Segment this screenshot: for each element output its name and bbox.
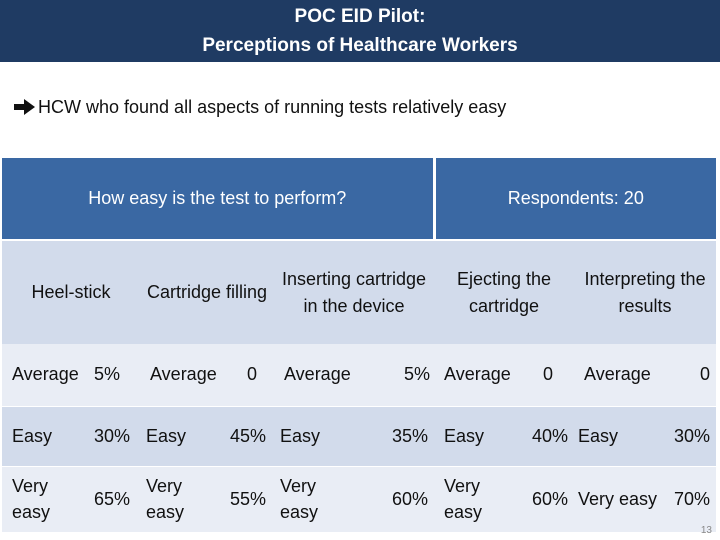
column-header: Heel-stick (2, 240, 140, 344)
cell-value: 65% (92, 465, 140, 532)
cell-label: Very easy (274, 465, 370, 532)
cell-value: 0 (520, 344, 575, 406)
column-header-row: Heel-stick Cartridge filling Inserting c… (2, 240, 717, 344)
cell-label-text: Very easy (444, 476, 483, 523)
cell-label-text: Very easy (12, 476, 51, 523)
cell-value: 45% (228, 405, 274, 466)
cell-label-text: Very easy (146, 476, 185, 523)
cell-label: Easy (2, 405, 92, 466)
cell-label: Very easy (574, 465, 667, 532)
cell-label: Easy (574, 405, 667, 466)
column-header: Cartridge filling (140, 240, 274, 344)
cell-label: Average (2, 344, 92, 406)
cell-value: 55% (228, 465, 274, 532)
cell-label: Average (574, 344, 667, 406)
bullet-point: HCW who found all aspects of running tes… (14, 94, 506, 120)
slide-title-line-1: POC EID Pilot: (294, 6, 426, 27)
column-header: Ejecting the cartridge (434, 240, 575, 344)
cell-label: Easy (140, 405, 228, 466)
cell-value: 0 (228, 344, 274, 406)
respondents-header: Respondents: 20 (434, 158, 717, 241)
slide-title: POC EID Pilot: Perceptions of Healthcare… (0, 0, 720, 62)
cell-label: Easy (274, 405, 370, 466)
cell-value: 70% (666, 465, 717, 532)
page-number: 13 (700, 525, 712, 536)
cell-label: Average (274, 344, 370, 406)
cell-value: 5% (370, 344, 435, 406)
cell-label-text: Very easy (280, 476, 319, 523)
table-row-average: Average 5% Average 0 Average 5% Average … (2, 344, 717, 406)
bullet-text: HCW who found all aspects of running tes… (38, 96, 507, 117)
cell-value: 40% (520, 405, 575, 466)
cell-value: 30% (666, 405, 717, 466)
question-header: How easy is the test to perform? (2, 158, 436, 241)
table-row-easy: Easy 30% Easy 45% Easy 35% Easy 40% Easy… (2, 405, 717, 466)
cell-label: Average (140, 344, 228, 406)
cell-label: Average (434, 344, 521, 406)
cell-value: 0 (666, 344, 717, 406)
cell-value: 60% (370, 465, 435, 532)
arrow-right-icon (14, 99, 35, 115)
slide-title-line-2: Perceptions of Healthcare Workers (202, 35, 518, 56)
cell-label: Very easy (2, 465, 92, 532)
column-header: Inserting cartridge in the device (274, 240, 435, 344)
table-row-very-easy: Very easy 65% Very easy 55% Very easy 60… (2, 465, 717, 532)
cell-value: 5% (92, 344, 140, 406)
cell-value: 60% (520, 465, 575, 532)
cell-value: 30% (92, 405, 140, 466)
cell-label: Very easy (140, 465, 228, 532)
results-table: How easy is the test to perform? Respond… (2, 158, 717, 532)
cell-label: Very easy (434, 465, 521, 532)
column-header: Interpreting the results (574, 240, 717, 344)
cell-label: Easy (434, 405, 521, 466)
table-header-row: How easy is the test to perform? Respond… (2, 158, 717, 241)
cell-value: 35% (370, 405, 435, 466)
